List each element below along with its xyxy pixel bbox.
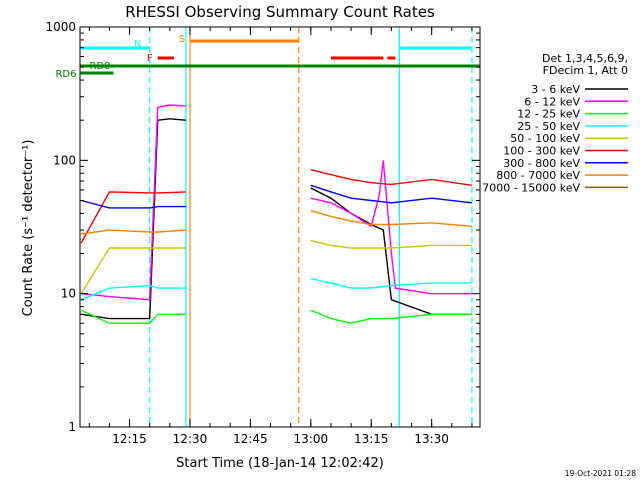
legend-label-6: 300 - 800 keV: [503, 157, 580, 170]
series-line-2-1: [310, 309, 472, 324]
chart-title: RHESSI Observing Summary Count Rates: [125, 3, 435, 21]
legend-label-4: 50 - 100 keV: [510, 132, 580, 145]
y-tick-label-3: 1000: [45, 20, 76, 34]
series-line-3-1: [310, 277, 472, 289]
y-tick-label-2: 100: [53, 153, 76, 167]
plot-area: N S F RD0 RD6: [55, 27, 480, 427]
y-axis-label: Count Rate (s⁻¹ detector⁻¹): [21, 140, 36, 317]
legend-header-0: Det 1,3,4,5,6,9,: [542, 52, 628, 65]
x-axis-label: Start Time (18-Jan-14 12:02:42): [176, 456, 384, 471]
series-line-4-1: [310, 239, 472, 249]
series-line-6-1: [310, 184, 472, 204]
flag-label-rd6: RD6: [55, 69, 76, 80]
legend-label-0: 3 - 6 keV: [531, 83, 580, 96]
x-tick-label-2: 12:45: [233, 432, 268, 446]
series-line-1-1: [310, 160, 472, 295]
series-line-4-0: [80, 247, 186, 295]
y-tick-label-0: 1: [68, 420, 76, 434]
x-tick-label-4: 13:15: [354, 432, 389, 446]
x-tick-label-0: 12:15: [112, 432, 147, 446]
series-line-7-1: [310, 209, 472, 227]
legend-label-1: 6 - 12 keV: [524, 95, 580, 108]
x-tick-label-1: 12:30: [173, 432, 208, 446]
series-line-5-1: [310, 169, 473, 186]
series-line-0-1: [310, 187, 472, 315]
flag-label-f: F: [147, 53, 153, 64]
series-line-2-0: [80, 309, 186, 324]
legend-label-5: 100 - 300 keV: [503, 145, 580, 158]
series-line-6-0: [81, 199, 186, 209]
axes: 12:15 12:30 12:45 13:00 13:15 13:30 1 10 100 1000: [45, 20, 481, 446]
x-tick-label-5: 13:30: [414, 432, 449, 446]
series-line-1-0: [81, 104, 186, 301]
legend-label-8: 7000 - 15000 keV: [482, 181, 580, 194]
series-line-3-0: [80, 284, 186, 301]
series-line-5-0: [80, 191, 186, 244]
footer-timestamp: 19-Oct-2021 01:28: [565, 469, 636, 478]
flag-label-n: N: [134, 39, 141, 50]
legend-label-2: 12 - 25 keV: [517, 108, 580, 121]
legend-label-7: 800 - 7000 keV: [496, 169, 580, 182]
plot-frame: [79, 26, 481, 428]
flag-label-rd0: RD0: [89, 61, 110, 72]
x-tick-label-3: 13:00: [294, 432, 329, 446]
series-line-7-0: [81, 229, 186, 235]
y-tick-label-1: 10: [61, 287, 76, 301]
legend: Det 1,3,4,5,6,9,FDecim 1, Att 0 3 - 6 keV…: [482, 52, 628, 194]
legend-label-3: 25 - 50 keV: [517, 120, 580, 133]
legend-header-1: FDecim 1, Att 0: [543, 64, 628, 77]
flag-label-s: S: [179, 34, 185, 45]
